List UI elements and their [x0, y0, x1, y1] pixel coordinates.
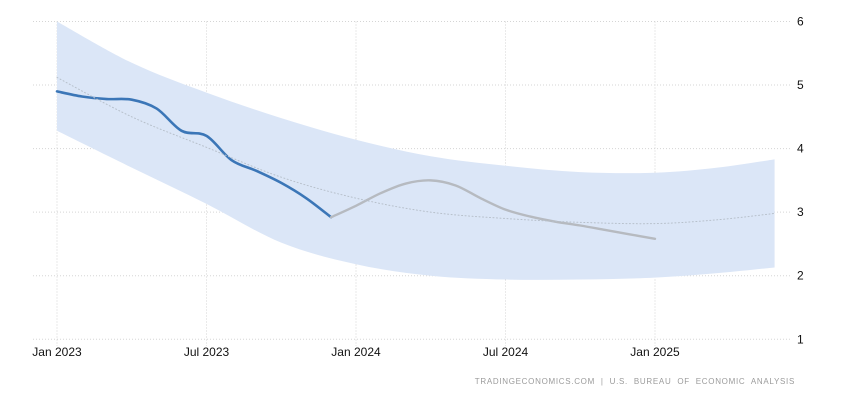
y-tick-label: 1 — [797, 332, 804, 346]
x-tick-label: Jan 2024 — [331, 345, 381, 359]
x-tick-label: Jan 2025 — [630, 345, 680, 359]
y-tick-label: 3 — [797, 205, 804, 219]
y-axis-labels: 1 2 3 4 5 6 — [797, 15, 804, 347]
y-tick-label: 5 — [797, 78, 804, 92]
attribution: TRADINGECONOMICS.COM | U.S. BUREAU OF EC… — [475, 377, 795, 386]
y-tick-label: 2 — [797, 269, 804, 283]
attribution-text: TRADINGECONOMICS.COM | U.S. BUREAU OF EC… — [474, 377, 795, 386]
x-axis-labels: Jan 2023 Jul 2023 Jan 2024 Jul 2024 Jan 2025 — [32, 345, 680, 359]
confidence-band — [57, 21, 775, 280]
x-tick-label: Jul 2024 — [483, 345, 529, 359]
x-tick-label: Jan 2023 — [32, 345, 82, 359]
y-tick-label: 4 — [797, 142, 804, 156]
trend-series-line — [56, 76, 776, 225]
actual-series-line — [55, 90, 333, 219]
y-tick-label: 6 — [797, 15, 804, 29]
forecast-series-line — [329, 179, 657, 241]
x-tick-label: Jul 2023 — [184, 345, 230, 359]
